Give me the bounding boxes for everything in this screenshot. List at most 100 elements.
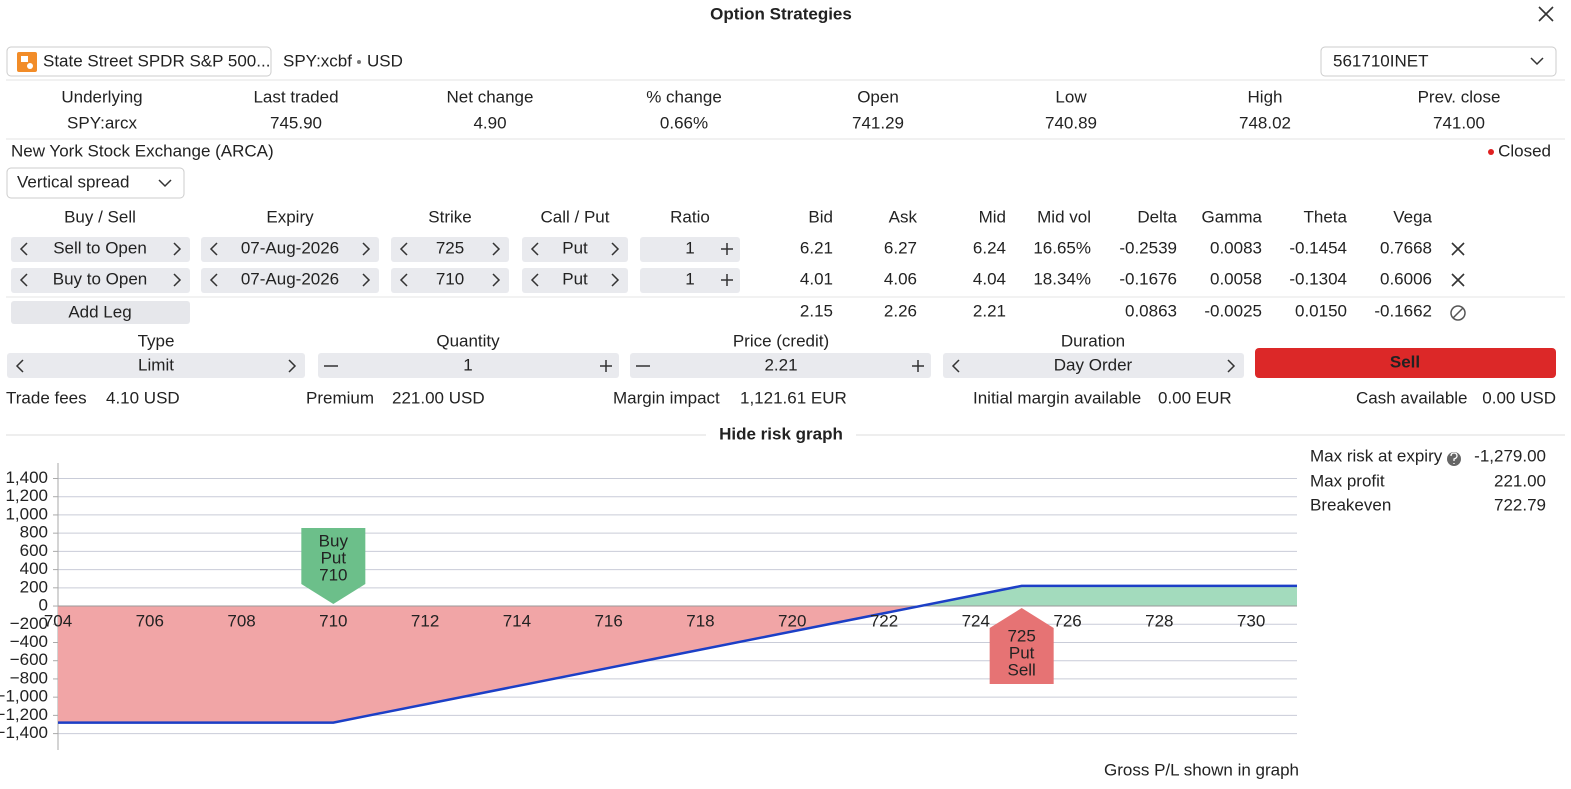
profit-area (58, 585, 1297, 607)
order-field-value: Day Order (1054, 355, 1133, 374)
quote-label: Low (1055, 87, 1087, 106)
cost-label: Initial margin available (973, 388, 1141, 407)
instrument-button[interactable] (6, 46, 272, 77)
cost-value: 221.00 USD (392, 388, 485, 407)
leg-marker-label: Put (321, 549, 347, 568)
sell-label: Sell (1390, 352, 1420, 371)
leg-field[interactable] (640, 268, 740, 293)
leg-field[interactable] (201, 237, 379, 262)
strategy-dropdown[interactable] (6, 167, 185, 199)
remove-leg[interactable] (1451, 273, 1465, 287)
close-button[interactable] (1538, 6, 1554, 22)
chevron-left[interactable] (399, 242, 408, 256)
chevron-right[interactable] (288, 359, 297, 373)
leg-field[interactable] (11, 237, 190, 262)
plus-icon[interactable] (721, 274, 733, 286)
instrument-icon-detail (21, 56, 28, 62)
leg-cell: 1 (685, 238, 694, 257)
plus-icon[interactable] (600, 360, 612, 372)
chevron-left[interactable] (209, 242, 218, 256)
leg-cell: 6.21 (800, 238, 833, 257)
account-dropdown[interactable] (1320, 46, 1557, 77)
y-tick-label: −400 (10, 632, 48, 651)
remove-leg[interactable] (1451, 242, 1465, 256)
leg-field[interactable] (201, 268, 379, 293)
chevron-left[interactable] (951, 359, 960, 373)
total-cell: 2.26 (884, 301, 917, 320)
sell-button[interactable] (1255, 348, 1556, 378)
chevron-left[interactable] (15, 359, 24, 373)
chevron-right[interactable] (492, 273, 501, 287)
leg-marker-label: 710 (319, 566, 347, 585)
y-tick-label: −1,400 (0, 723, 48, 742)
quote-label: Net change (447, 87, 534, 106)
leg-cell: Put (562, 238, 588, 257)
leg-marker (301, 528, 366, 605)
leg-field[interactable] (640, 237, 740, 262)
quote-value: 748.02 (1239, 113, 1291, 132)
quote-label: High (1248, 87, 1283, 106)
leg-cell: 1 (685, 269, 694, 288)
market-status: Closed (1498, 141, 1551, 160)
chevron-right[interactable] (362, 242, 371, 256)
leg-cell: 725 (436, 238, 464, 257)
chevron-left[interactable] (19, 242, 28, 256)
leg-field[interactable] (391, 268, 509, 293)
separator-dot (357, 60, 361, 64)
leg-field[interactable] (522, 268, 628, 293)
chevron-left[interactable] (19, 273, 28, 287)
y-tick-label: 1,400 (5, 468, 48, 487)
quote-label: Prev. close (1418, 87, 1501, 106)
leg-cell: -0.2539 (1119, 238, 1177, 257)
leg-cell: 4.06 (884, 269, 917, 288)
x-tick-label: 710 (319, 612, 347, 631)
chevron-left[interactable] (399, 273, 408, 287)
y-tick-label: 400 (20, 559, 48, 578)
leg-cell: 0.0083 (1210, 238, 1262, 257)
instrument-symbol: SPY:xcbf (283, 51, 352, 70)
plus-icon[interactable] (912, 360, 924, 372)
x-tick-label: 724 (962, 612, 990, 631)
leg-cell: 16.65% (1033, 238, 1091, 257)
order-field[interactable] (630, 353, 931, 378)
order-field[interactable] (318, 353, 619, 378)
add-leg-button[interactable] (11, 301, 190, 324)
chevron-right[interactable] (173, 242, 182, 256)
order-field[interactable] (943, 353, 1244, 378)
chevron-left[interactable] (530, 273, 539, 287)
y-tick-label: −800 (10, 668, 48, 687)
chevron-left[interactable] (530, 242, 539, 256)
instrument-icon-detail (27, 63, 33, 69)
x-tick-label: 714 (503, 612, 531, 631)
chevron-right[interactable] (492, 242, 501, 256)
summary-label: Breakeven (1310, 495, 1391, 514)
account-number: 561710INET (1333, 51, 1428, 70)
leg-field[interactable] (391, 237, 509, 262)
column-header: Ask (889, 207, 918, 226)
chevron-left[interactable] (209, 273, 218, 287)
chevron-right[interactable] (362, 273, 371, 287)
x-tick-label: 706 (136, 612, 164, 631)
chevron-right[interactable] (1227, 359, 1236, 373)
cost-value: 4.10 USD (106, 388, 180, 407)
chevron-right[interactable] (611, 242, 620, 256)
quote-label: % change (646, 87, 722, 106)
column-header: Expiry (266, 207, 314, 226)
plus-icon[interactable] (721, 243, 733, 255)
leg-field[interactable] (11, 268, 190, 293)
chevron-right[interactable] (173, 273, 182, 287)
quote-label: Last traded (253, 87, 338, 106)
leg-cell: -0.1454 (1289, 238, 1347, 257)
instrument-currency: USD (367, 51, 403, 70)
chevron-right[interactable] (611, 273, 620, 287)
x-tick-label: 718 (686, 612, 714, 631)
order-field[interactable] (7, 353, 305, 378)
hide-risk-graph[interactable]: Hide risk graph (719, 424, 843, 443)
pl-line (58, 584, 1297, 724)
total-cell: 2.15 (800, 301, 833, 320)
quote-value: 740.89 (1045, 113, 1097, 132)
leg-field[interactable] (522, 237, 628, 262)
order-field-value: 1 (463, 355, 472, 374)
y-tick-label: 1,000 (5, 504, 48, 523)
column-header: Mid (979, 207, 1006, 226)
